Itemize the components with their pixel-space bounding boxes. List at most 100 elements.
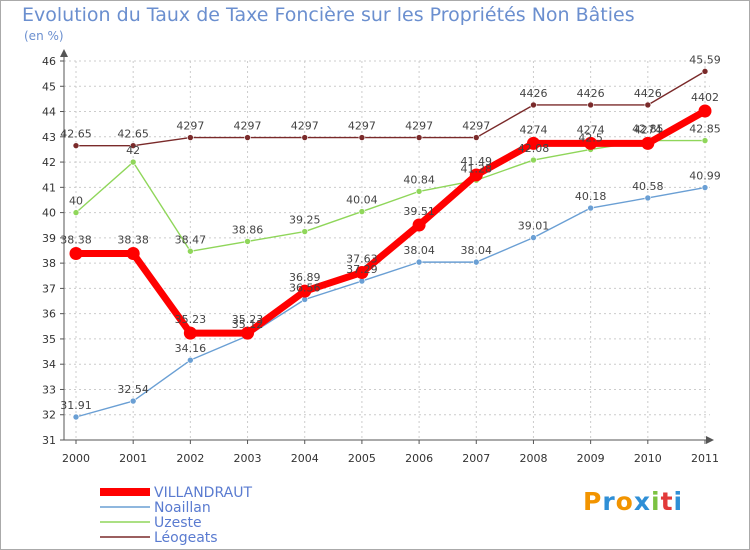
data-label-villandraut: 38.38 (117, 234, 149, 247)
y-tick-label: 33 (42, 383, 56, 396)
y-tick-label: 42 (42, 156, 56, 169)
y-tick-label: 46 (42, 55, 56, 68)
data-point-noaillan (187, 356, 194, 364)
data-point-noaillan (530, 234, 537, 241)
data-label-noaillan: 32.54 (117, 383, 149, 396)
grid (64, 60, 710, 441)
data-point-villandraut (641, 136, 655, 150)
data-point-uzeste (72, 209, 80, 216)
data-point-uzeste (301, 228, 309, 235)
chart-title: Evolution du Taux de Taxe Foncière sur l… (22, 4, 635, 26)
x-tick-label: 2009 (577, 452, 605, 465)
logo-letter: t (660, 487, 674, 516)
data-label-villandraut: 4402 (691, 91, 719, 104)
x-tick-label: 2010 (634, 452, 662, 465)
x-tick-label: 2002 (176, 452, 204, 465)
data-point-uzeste (244, 238, 251, 245)
data-label-uzeste: 38.86 (232, 223, 264, 236)
data-label-uzeste: 40.84 (403, 173, 435, 186)
data-label-uzeste: 40 (69, 195, 83, 208)
logo-letter: o (615, 487, 634, 516)
x-tick-label: 2003 (234, 452, 262, 465)
x-axis-arrow (706, 436, 714, 444)
data-label-villandraut: 38.38 (60, 234, 92, 247)
y-tick-label: 45 (42, 80, 56, 93)
axes: 31 32 33 34 35 36 37 38 39 40 41 42 43 44 45 46 2000 2001… (42, 49, 719, 465)
data-point-uzeste (530, 156, 537, 164)
proxiti-logo: Proxiti (583, 487, 683, 516)
series-line-villandraut (76, 107, 707, 337)
data-point-noaillan (587, 204, 594, 212)
data-point-villandraut (355, 265, 369, 279)
data-label-noaillan: 35.12 (232, 318, 264, 331)
data-point-leogeats (129, 142, 137, 149)
data-label-noaillan: 40.99 (689, 170, 721, 183)
logo-letter: x (633, 487, 651, 516)
y-tick-label: 39 (42, 232, 56, 245)
data-label-leogeats: 4297 (291, 120, 319, 133)
data-point-villandraut (584, 136, 598, 150)
data-point-noaillan (644, 194, 652, 202)
data-point-noaillan (72, 413, 80, 421)
data-label-villandraut: 37.63 (346, 252, 378, 265)
data-label-uzeste: 42 (126, 144, 140, 157)
data-point-villandraut (469, 168, 483, 182)
data-point-leogeats (358, 134, 366, 141)
data-point-villandraut (183, 326, 197, 340)
data-point-villandraut (69, 247, 83, 261)
data-label-noaillan: 38.04 (461, 244, 493, 257)
data-label-leogeats: 4426 (634, 87, 662, 100)
data-point-leogeats (301, 134, 309, 141)
data-point-leogeats (72, 142, 80, 149)
y-tick-label: 43 (42, 131, 56, 144)
y-tick-label: 38 (42, 257, 56, 270)
data-label-leogeats: 4297 (176, 120, 204, 133)
data-point-leogeats (187, 134, 194, 141)
data-point-leogeats (415, 134, 423, 141)
data-point-uzeste (415, 188, 423, 195)
data-label-leogeats: 4426 (519, 87, 547, 100)
y-tick-label: 40 (42, 207, 56, 220)
data-point-noaillan (701, 184, 709, 191)
data-labels: 42.65 42.65 4297 4297 4297 4297 4297 4297 4426 44… (60, 53, 721, 412)
data-label-uzeste: 42.85 (632, 123, 664, 136)
x-tick-label: 2008 (519, 452, 547, 465)
data-point-noaillan (415, 258, 423, 266)
data-label-villandraut: 4274 (577, 123, 605, 136)
data-point-uzeste (358, 208, 366, 215)
data-point-villandraut (126, 247, 140, 261)
data-label-villandraut: 35.23 (232, 313, 264, 326)
data-point-villandraut (698, 104, 712, 118)
legend-label-noaillan: Noaillan (154, 500, 211, 516)
data-point-villandraut (298, 284, 312, 298)
data-label-noaillan: 38.04 (403, 244, 435, 257)
series-line-uzeste (75, 139, 705, 252)
data-point-leogeats (530, 101, 537, 109)
data-label-noaillan: 40.58 (632, 180, 664, 193)
data-label-uzeste: 41.28 (461, 162, 493, 175)
data-label-villandraut: 39.51 (403, 205, 435, 218)
data-point-uzeste (701, 137, 709, 144)
data-point-leogeats (644, 101, 652, 109)
data-label-uzeste: 39.25 (289, 214, 321, 227)
data-label-leogeats: 4426 (577, 87, 605, 100)
data-point-noaillan (472, 258, 480, 266)
data-label-villandraut: 4274 (519, 123, 547, 136)
data-label-noaillan: 31.91 (60, 399, 92, 412)
series-layer (69, 68, 712, 421)
y-unit-label: (en %) (24, 29, 64, 43)
y-axis-arrow (60, 49, 68, 57)
data-point-leogeats (587, 101, 594, 109)
data-label-uzeste: 40.04 (346, 194, 378, 207)
data-label-leogeats: 4297 (348, 120, 376, 133)
x-tick-label: 2006 (405, 452, 433, 465)
data-point-villandraut (526, 136, 540, 150)
y-tick-label: 44 (42, 106, 56, 119)
data-label-noaillan: 37.29 (346, 263, 378, 276)
data-label-uzeste: 38.47 (175, 233, 207, 246)
data-point-uzeste (187, 247, 194, 255)
y-tick-label: 32 (42, 409, 56, 422)
data-point-villandraut (412, 218, 426, 232)
x-tick-label: 2007 (462, 452, 490, 465)
